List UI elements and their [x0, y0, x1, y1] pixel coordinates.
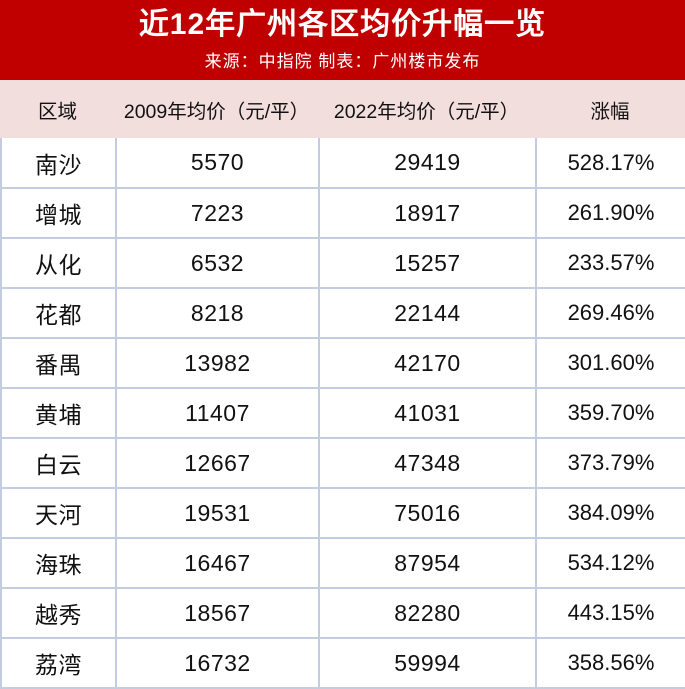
table-row: 白云 12667 47348 373.79% [0, 437, 685, 489]
price-2022-cell: 18917 [318, 187, 537, 239]
price-2009-cell: 18567 [115, 587, 320, 639]
region-cell: 增城 [0, 187, 117, 239]
growth-cell: 359.70% [535, 387, 685, 439]
title-banner: 近12年广州各区均价升幅一览 来源：中指院 制表：广州楼市发布 [0, 0, 685, 80]
price-2022-cell: 15257 [318, 237, 537, 289]
table-row: 花都 8218 22144 269.46% [0, 287, 685, 339]
column-header-price-2022: 2022年均价（元/平） [333, 100, 520, 123]
region-cell: 荔湾 [0, 637, 117, 689]
region-cell: 番禺 [0, 337, 117, 389]
growth-cell: 261.90% [535, 187, 685, 239]
region-cell: 白云 [0, 437, 117, 489]
table-row: 南沙 5570 29419 528.17% [0, 138, 685, 189]
price-2022-cell: 41031 [318, 387, 537, 439]
page-title: 近12年广州各区均价升幅一览 [138, 7, 547, 41]
region-cell: 黄埔 [0, 387, 117, 439]
table-row: 从化 6532 15257 233.57% [0, 237, 685, 289]
price-2022-cell: 87954 [318, 537, 537, 589]
column-header-region: 区域 [37, 100, 77, 123]
table-body: 南沙 5570 29419 528.17% 增城 7223 18917 261.90% 从化 65… [0, 138, 685, 689]
price-2022-cell: 47348 [318, 437, 537, 489]
table-row: 番禺 13982 42170 301.60% [0, 337, 685, 389]
price-2009-cell: 16732 [115, 637, 320, 689]
price-2009-cell: 16467 [115, 537, 320, 589]
price-2022-cell: 75016 [318, 487, 537, 539]
price-2009-cell: 8218 [115, 287, 320, 339]
price-2022-cell: 82280 [318, 587, 537, 639]
table-row: 增城 7223 18917 261.90% [0, 187, 685, 239]
price-2022-cell: 59994 [318, 637, 537, 689]
price-2009-cell: 19531 [115, 487, 320, 539]
table-row: 天河 19531 75016 384.09% [0, 487, 685, 539]
growth-cell: 358.56% [535, 637, 685, 689]
growth-cell: 269.46% [535, 287, 685, 339]
price-2022-cell: 22144 [318, 287, 537, 339]
price-2009-cell: 13982 [115, 337, 320, 389]
source-subtitle: 来源：中指院 制表：广州楼市发布 [204, 52, 481, 72]
region-cell: 花都 [0, 287, 117, 339]
price-2022-cell: 42170 [318, 337, 537, 389]
growth-cell: 373.79% [535, 437, 685, 489]
price-2009-cell: 5570 [115, 138, 320, 189]
table-row: 越秀 18567 82280 443.15% [0, 587, 685, 639]
growth-cell: 534.12% [535, 537, 685, 589]
price-table: 南沙 5570 29419 528.17% 增城 7223 18917 261.90% 从化 65… [0, 138, 685, 689]
price-2009-cell: 11407 [115, 387, 320, 439]
region-cell: 南沙 [0, 138, 117, 189]
growth-cell: 528.17% [535, 138, 685, 189]
region-cell: 海珠 [0, 537, 117, 589]
column-header-growth: 涨幅 [590, 100, 630, 123]
table-row: 黄埔 11407 41031 359.70% [0, 387, 685, 439]
growth-cell: 443.15% [535, 587, 685, 639]
growth-cell: 301.60% [535, 337, 685, 389]
price-2022-cell: 29419 [318, 138, 537, 189]
column-header-price-2009: 2009年均价（元/平） [123, 100, 310, 123]
price-2009-cell: 7223 [115, 187, 320, 239]
table-header-row: 区域 2009年均价（元/平） 2022年均价（元/平） 涨幅 [0, 80, 685, 138]
table-row: 荔湾 16732 59994 358.56% [0, 637, 685, 689]
region-cell: 从化 [0, 237, 117, 289]
growth-cell: 233.57% [535, 237, 685, 289]
growth-cell: 384.09% [535, 487, 685, 539]
table-row: 海珠 16467 87954 534.12% [0, 537, 685, 589]
region-cell: 越秀 [0, 587, 117, 639]
price-2009-cell: 6532 [115, 237, 320, 289]
price-2009-cell: 12667 [115, 437, 320, 489]
region-cell: 天河 [0, 487, 117, 539]
